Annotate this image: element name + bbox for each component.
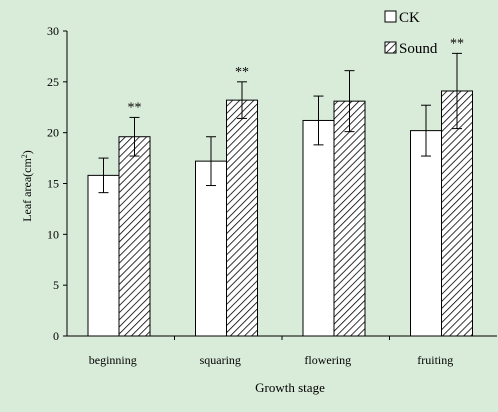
y-tick-label: 20 (47, 126, 59, 140)
y-axis-label-main: Leaf area(cm (20, 158, 34, 222)
legend-label-ck: CK (399, 10, 420, 26)
x-tick-label-beginning: beginning (89, 353, 137, 367)
bar-ck-fruiting (410, 130, 442, 337)
y-axis-label-close: ) (20, 150, 34, 154)
x-tick-label-flowering: flowering (304, 353, 351, 367)
y-axis-label: Leaf area(cm2) (20, 150, 35, 222)
y-tick-label: 30 (47, 24, 59, 38)
y-tick-label: 10 (47, 227, 59, 241)
y-tick-label: 5 (53, 278, 59, 292)
bar-sound-beginning (118, 136, 151, 337)
x-axis-label: Growth stage (255, 380, 325, 395)
bar-ck-flowering (302, 119, 335, 337)
significance-label: ** (450, 36, 464, 51)
significance-label: ** (235, 65, 249, 80)
significance-label: ** (128, 100, 142, 115)
y-axis-label-superscript: 2 (20, 154, 29, 158)
bar-ck-squaring (195, 160, 227, 337)
legend-swatch-sound (384, 41, 397, 54)
legend-swatch-ck (384, 10, 397, 23)
y-tick-label: 25 (47, 75, 59, 89)
bar-ck-beginning (87, 174, 120, 337)
bar-sound-flowering (333, 100, 366, 337)
x-tick-label-fruiting: fruiting (417, 353, 453, 367)
y-tick-label: 0 (53, 329, 59, 343)
legend-label-sound: Sound (399, 41, 438, 57)
y-tick-label: 15 (47, 177, 59, 191)
x-tick-label-squaring: squaring (200, 353, 241, 367)
legend: CK Sound (384, 10, 438, 57)
plot-area: 0 5 10 15 20 25 30 ** beginning ** squaring floweri… (47, 24, 497, 367)
bar-sound-squaring (226, 99, 258, 337)
